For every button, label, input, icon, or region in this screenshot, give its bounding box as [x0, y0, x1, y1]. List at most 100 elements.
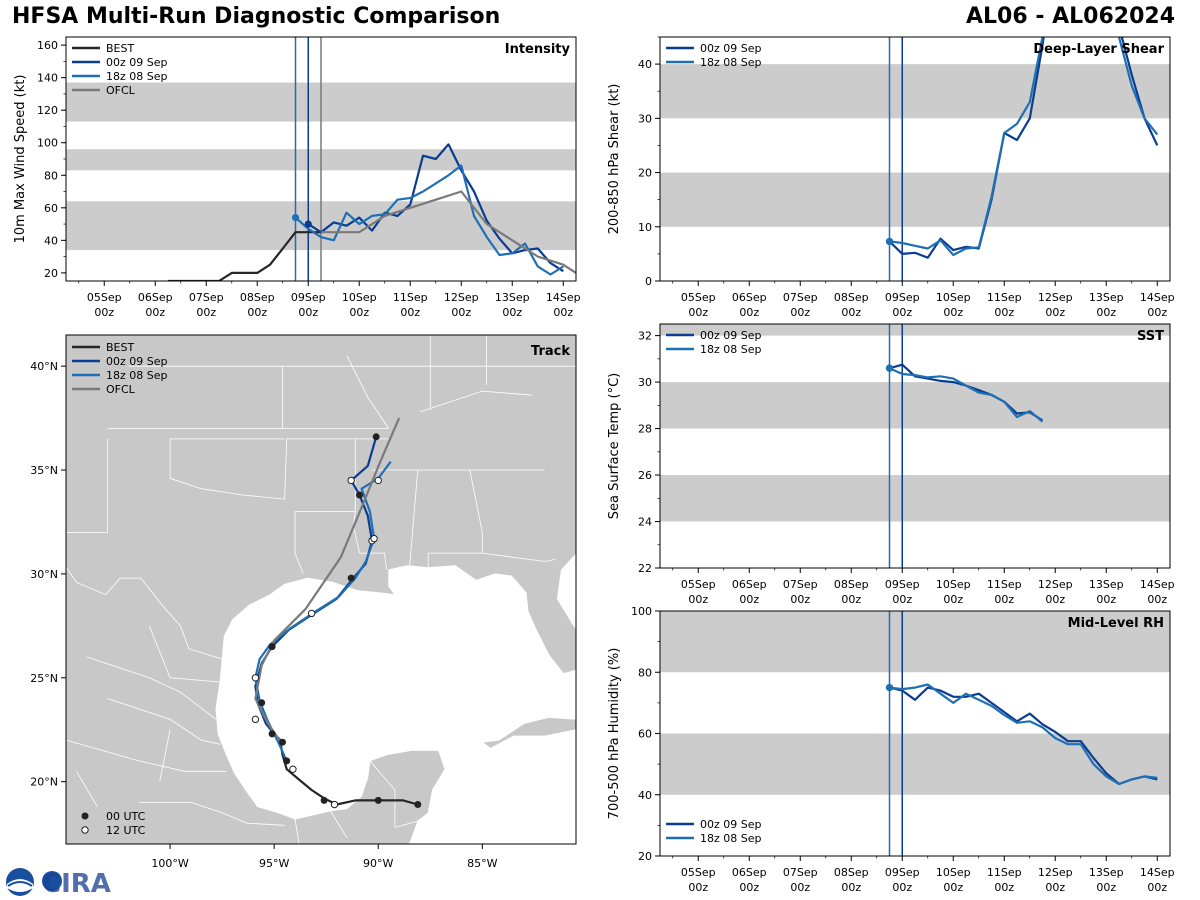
x-tick-hour: 00z — [790, 881, 810, 894]
series-start-marker — [885, 364, 894, 372]
y-tick-label: 0 — [645, 275, 652, 288]
track-marker-00utc — [414, 801, 422, 809]
border-line — [369, 760, 396, 828]
x-tick-hour: 00z — [1147, 593, 1167, 606]
border-line — [295, 511, 387, 570]
legend-label: OFCL — [106, 383, 136, 396]
lon-tick-label: 85°W — [467, 857, 497, 870]
panel-frame — [659, 323, 1171, 569]
x-tick-date: 10Sep — [936, 291, 971, 304]
border-line — [66, 438, 108, 533]
y-tick-label: 40 — [44, 234, 58, 247]
track-marker-00utc — [268, 730, 276, 738]
y-tick-label: 100 — [37, 137, 58, 150]
x-tick-date: 14Sep — [546, 291, 581, 304]
shaded-band — [660, 611, 1170, 673]
x-tick-date: 08Sep — [834, 866, 869, 879]
y-tick-label: 100 — [631, 605, 652, 618]
x-tick-hour: 00z — [892, 306, 912, 319]
x-tick-hour: 00z — [502, 306, 522, 319]
border-line — [66, 566, 223, 660]
legend-label: BEST — [106, 42, 134, 55]
x-tick-hour: 00z — [688, 593, 708, 606]
shaded-band — [660, 324, 1170, 336]
lat-tick-label: 30°N — [30, 568, 58, 581]
track-marker-12utc — [347, 476, 355, 485]
x-tick-date: 11Sep — [987, 291, 1022, 304]
series-line — [307, 143, 564, 273]
track-marker-00utc — [347, 574, 355, 582]
y-tick-label: 140 — [37, 72, 58, 85]
x-tick-hour: 00z — [688, 306, 708, 319]
panel-frame — [65, 334, 577, 845]
x-tick-date: 09Sep — [885, 291, 920, 304]
x-tick-hour: 00z — [553, 306, 573, 319]
x-tick-date: 09Sep — [885, 866, 920, 879]
y-tick-label: 20 — [638, 850, 652, 863]
shaded-band — [660, 475, 1170, 522]
y-tick-label: 40 — [638, 58, 652, 71]
y-tick-label: 24 — [638, 516, 652, 529]
x-tick-date: 12Sep — [1038, 291, 1073, 304]
x-tick-date: 07Sep — [783, 866, 818, 879]
x-tick-date: 10Sep — [936, 866, 971, 879]
x-tick-date: 12Sep — [1038, 578, 1073, 591]
shaded-band — [660, 172, 1170, 227]
panel-title: Track — [531, 344, 570, 359]
x-tick-date: 12Sep — [1038, 866, 1073, 879]
x-tick-date: 06Sep — [732, 866, 767, 879]
panel-frame — [659, 36, 1171, 282]
y-tick-label: 120 — [37, 104, 58, 117]
x-tick-hour: 00z — [994, 881, 1014, 894]
x-tick-hour: 00z — [739, 881, 759, 894]
track-marker-00utc — [258, 699, 266, 707]
x-tick-date: 07Sep — [189, 291, 224, 304]
legend-label: 00z 09 Sep — [106, 355, 168, 368]
x-tick-date: 05Sep — [681, 866, 716, 879]
track-marker-00utc — [356, 491, 364, 499]
legend-label: 00z 09 Sep — [106, 56, 168, 69]
track-marker-12utc — [370, 534, 378, 543]
track-marker-00utc — [372, 433, 380, 441]
border-line — [107, 366, 283, 429]
x-tick-hour: 00z — [892, 593, 912, 606]
border-line — [86, 656, 217, 720]
track-marker-12utc — [251, 674, 260, 682]
x-tick-hour: 00z — [892, 881, 912, 894]
x-tick-date: 14Sep — [1140, 578, 1175, 591]
x-tick-hour: 00z — [790, 593, 810, 606]
x-tick-date: 11Sep — [393, 291, 428, 304]
lon-tick-label: 100°W — [151, 857, 188, 870]
lat-tick-label: 20°N — [30, 776, 58, 789]
border-line — [148, 625, 221, 683]
series-line — [889, 683, 1158, 786]
track-marker-12utc — [330, 800, 339, 809]
storm-id: AL06 - AL062024 — [966, 4, 1175, 29]
y-tick-label: 10 — [638, 221, 652, 234]
x-tick-date: 10Sep — [342, 291, 377, 304]
land-north-america — [66, 335, 576, 844]
panel-intensity: 20 40 60 80 100 120 140 160 05Sep 00z 06Sep 00z 07Se… — [13, 36, 581, 319]
panel-title: Deep-Layer Shear — [1033, 42, 1164, 57]
series-start-marker — [885, 237, 894, 246]
border-line — [169, 438, 285, 500]
y-tick-label: 20 — [44, 267, 58, 280]
x-tick-hour: 00z — [1045, 306, 1065, 319]
series-line — [889, 367, 1044, 423]
x-tick-hour: 00z — [841, 881, 861, 894]
x-tick-date: 07Sep — [783, 578, 818, 591]
panel-title: Intensity — [505, 42, 571, 57]
x-tick-date: 13Sep — [1089, 578, 1124, 591]
series-line — [294, 164, 564, 276]
x-tick-date: 11Sep — [987, 578, 1022, 591]
y-tick-label: 30 — [638, 376, 652, 389]
x-tick-hour: 00z — [1096, 881, 1116, 894]
x-tick-hour: 00z — [94, 306, 114, 319]
shaded-band — [660, 733, 1170, 795]
legend-label: 18z 08 Sep — [700, 343, 762, 356]
x-tick-date: 14Sep — [1140, 291, 1175, 304]
shaded-band — [660, 382, 1170, 429]
x-tick-date: 13Sep — [1089, 866, 1124, 879]
panel-title: SST — [1137, 329, 1164, 344]
